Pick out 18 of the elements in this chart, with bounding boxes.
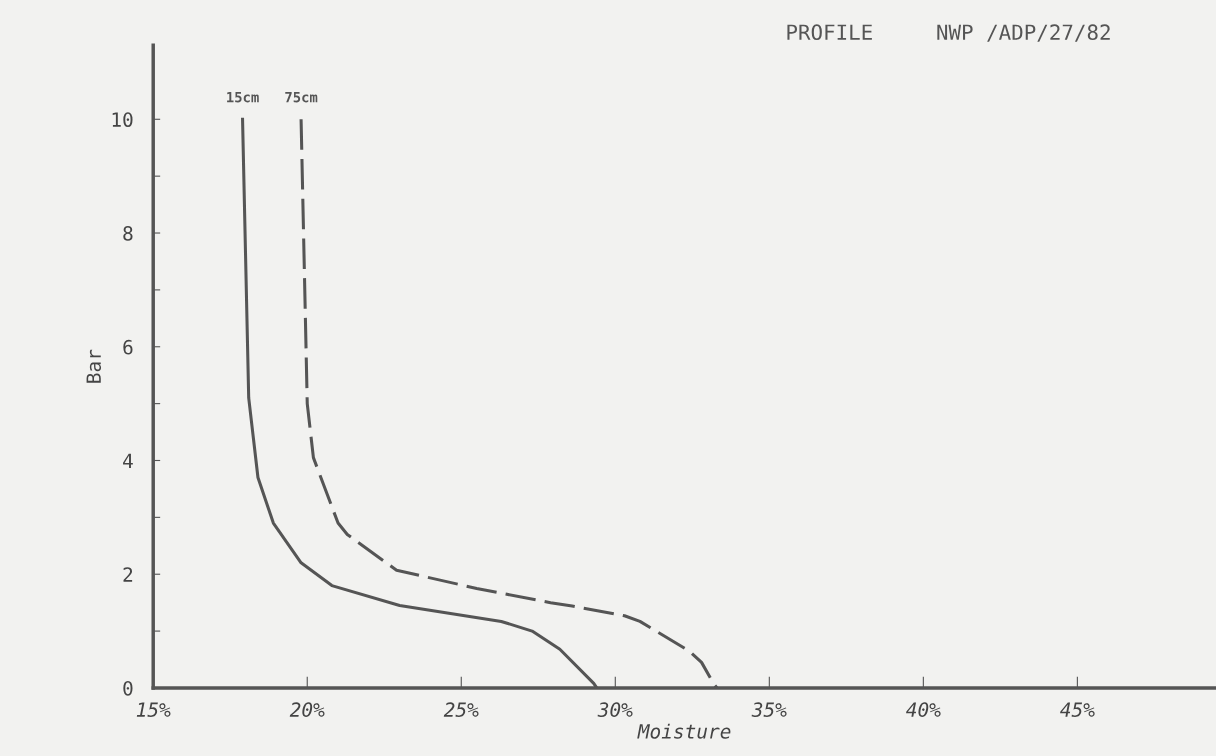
x-tick-label: 35% (751, 702, 787, 717)
x-axis-title: Moisture (637, 723, 731, 739)
y-tick-label: 10 (112, 112, 133, 127)
x-tick-label: 45% (1060, 702, 1095, 717)
y-axis-title: Bar (86, 349, 102, 383)
x-tick-label: 15% (136, 702, 171, 717)
y-tick-label: 4 (123, 453, 133, 468)
x-tick-label: 25% (443, 702, 479, 717)
series-label: 75cm (285, 92, 318, 103)
y-tick-label: 6 (123, 339, 133, 355)
y-tick-label: 0 (123, 680, 133, 696)
x-tick-label: 20% (289, 702, 325, 717)
y-tick-label: 2 (123, 567, 133, 582)
x-tick-label: 40% (906, 702, 941, 717)
chart-title: PROFILE NWP /ADP/27/82 (787, 24, 1110, 42)
x-tick-label: 30% (597, 702, 633, 717)
series-label: 15cm (227, 92, 259, 103)
y-tick-label: 8 (123, 226, 133, 241)
